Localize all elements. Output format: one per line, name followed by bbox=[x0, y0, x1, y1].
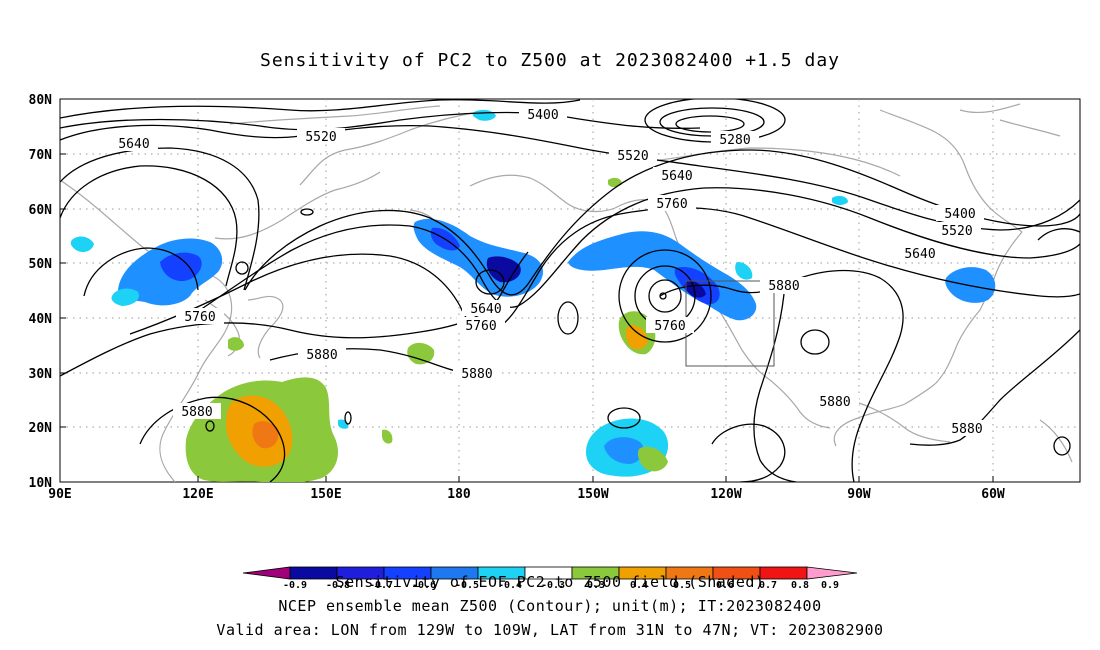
contour-label-5760-b: 5760 bbox=[184, 310, 215, 325]
lon-axis-labels: 90E 120E 150E 180 150W 120W 90W 60W bbox=[48, 487, 1005, 502]
colorbar-tick-label: -0.8 bbox=[326, 580, 350, 591]
contour-label: 5880 bbox=[943, 420, 991, 437]
colorbar-tick-label: -0.9 bbox=[283, 580, 307, 591]
contour-label-5880-a: 5880 bbox=[306, 348, 337, 363]
colorbar-tick-label: 0.6 bbox=[716, 580, 734, 591]
colorbar-tick-label: -0.4 bbox=[498, 580, 522, 591]
contour-label: 5880 bbox=[760, 277, 808, 294]
contour-label-5400-b: 5400 bbox=[944, 207, 975, 222]
caption-contour: NCEP ensemble mean Z500 (Contour); unit(… bbox=[278, 597, 822, 615]
z500-contours bbox=[60, 99, 1080, 482]
contour-label: 5640 bbox=[896, 245, 944, 262]
lat-label: 40N bbox=[29, 312, 53, 327]
contour-label: 5640 bbox=[110, 135, 158, 152]
contour-label-5880-c: 5880 bbox=[181, 405, 212, 420]
lon-label: 90E bbox=[48, 487, 71, 502]
contour-label: 5400 bbox=[936, 205, 984, 222]
contour-label-5520-c: 5520 bbox=[941, 224, 972, 239]
contour-label-5280: 5280 bbox=[719, 133, 750, 148]
contour-label-5760-a: 5760 bbox=[656, 197, 687, 212]
contour-label-5880-f: 5880 bbox=[951, 422, 982, 437]
lat-label: 30N bbox=[29, 367, 53, 382]
contour-label: 5760 bbox=[646, 317, 694, 334]
map-title: Sensitivity of PC2 to Z500 at 2023082400… bbox=[259, 50, 840, 71]
contour-label-5880-d: 5880 bbox=[768, 279, 799, 294]
lon-label: 120W bbox=[710, 487, 741, 502]
colorbar-tick-label: 0.4 bbox=[630, 580, 648, 591]
colorbar-tick-labels: -0.9 -0.8 -0.7 -0.6 -0.5 -0.4 -0.3 0.3 0… bbox=[283, 580, 839, 591]
contour-label-5760-c: 5760 bbox=[465, 319, 496, 334]
contour-label: 5400 bbox=[519, 106, 567, 123]
caption-shading: Sensitivity of EOF PC2 to Z500 field (Sh… bbox=[335, 573, 765, 591]
contour-label-5640-c: 5640 bbox=[470, 302, 501, 317]
contour-label-5640-a: 5640 bbox=[118, 137, 149, 152]
contour-label: 5640 bbox=[653, 167, 701, 184]
lon-label: 120E bbox=[182, 487, 213, 502]
negative-sensitivity-shading bbox=[70, 109, 996, 477]
contour-label: 5760 bbox=[648, 195, 696, 212]
colorbar-tick-label: -0.7 bbox=[369, 580, 393, 591]
contour-label-5520-b: 5520 bbox=[617, 149, 648, 164]
colorbar-tick-label: 0.9 bbox=[821, 580, 839, 591]
lat-label: 10N bbox=[29, 476, 53, 491]
contour-label-5400-a: 5400 bbox=[527, 108, 558, 123]
contour-label: 5280 bbox=[711, 131, 759, 148]
contour-label: 5520 bbox=[933, 222, 981, 239]
contour-label: 5640 bbox=[462, 300, 510, 317]
contour-label: 5880 bbox=[298, 346, 346, 363]
lon-label: 150E bbox=[310, 487, 341, 502]
colorbar-tick-label: -0.5 bbox=[455, 580, 479, 591]
colorbar-tick-label: 0.3 bbox=[587, 580, 605, 591]
lat-label: 80N bbox=[29, 93, 53, 108]
contour-label-5760-d: 5760 bbox=[654, 319, 685, 334]
lat-label: 50N bbox=[29, 257, 53, 272]
contour-label-5880-b: 5880 bbox=[461, 367, 492, 382]
contour-label-5520-a: 5520 bbox=[305, 130, 336, 145]
colorbar-tick-label: 0.7 bbox=[759, 580, 777, 591]
contour-label-5640-d: 5640 bbox=[904, 247, 935, 262]
contour-label-5880-e: 5880 bbox=[819, 395, 850, 410]
positive-sensitivity-shading bbox=[185, 177, 668, 482]
lat-label: 70N bbox=[29, 148, 53, 163]
lon-label: 150W bbox=[577, 487, 608, 502]
colorbar-tick-label: -0.6 bbox=[412, 580, 436, 591]
contour-label: 5880 bbox=[453, 365, 501, 382]
contour-label-5640-b: 5640 bbox=[661, 169, 692, 184]
contour-label: 5880 bbox=[811, 393, 859, 410]
colorbar-end-right bbox=[806, 566, 858, 580]
colorbar: -0.9 -0.8 -0.7 -0.6 -0.5 -0.4 -0.3 0.3 0… bbox=[242, 566, 858, 591]
contour-label: 5880 bbox=[173, 403, 221, 420]
lon-label: 180 bbox=[447, 487, 471, 502]
caption-valid-area: Valid area: LON from 129W to 109W, LAT f… bbox=[216, 621, 884, 639]
contour-label: 5760 bbox=[176, 308, 224, 325]
colorbar-tick-label: 0.8 bbox=[791, 580, 809, 591]
contour-label: 5520 bbox=[609, 147, 657, 164]
contour-label: 5520 bbox=[297, 128, 345, 145]
lon-label: 60W bbox=[981, 487, 1005, 502]
lat-label: 20N bbox=[29, 421, 53, 436]
colorbar-tick-label: -0.3 bbox=[541, 580, 565, 591]
lat-label: 60N bbox=[29, 203, 53, 218]
contour-label-group: 5400 5280 5520 5520 5640 5640 5640 5760 … bbox=[110, 106, 991, 437]
contour-label: 5760 bbox=[457, 317, 505, 334]
shade-newfoundland bbox=[945, 267, 996, 303]
lon-label: 90W bbox=[847, 487, 871, 502]
lat-axis-labels: 80N 70N 60N 50N 40N 30N 20N 10N bbox=[29, 93, 53, 491]
colorbar-tick-label: 0.5 bbox=[673, 580, 691, 591]
axis-ticks bbox=[60, 153, 994, 482]
